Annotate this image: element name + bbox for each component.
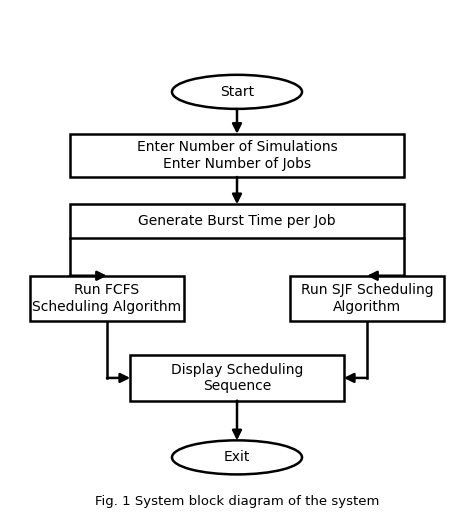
Text: Enter Number of Simulations
Enter Number of Jobs: Enter Number of Simulations Enter Number… bbox=[137, 140, 337, 170]
Text: Run SJF Scheduling
Algorithm: Run SJF Scheduling Algorithm bbox=[301, 283, 433, 314]
FancyBboxPatch shape bbox=[30, 276, 183, 321]
Text: Run FCFS
Scheduling Algorithm: Run FCFS Scheduling Algorithm bbox=[32, 283, 182, 314]
FancyBboxPatch shape bbox=[130, 355, 344, 400]
Text: Fig. 1 System block diagram of the system: Fig. 1 System block diagram of the syste… bbox=[95, 495, 379, 508]
Text: Exit: Exit bbox=[224, 450, 250, 464]
Ellipse shape bbox=[172, 440, 302, 474]
FancyBboxPatch shape bbox=[70, 204, 404, 238]
Ellipse shape bbox=[172, 75, 302, 109]
FancyBboxPatch shape bbox=[291, 276, 444, 321]
FancyBboxPatch shape bbox=[70, 134, 404, 177]
Text: Generate Burst Time per Job: Generate Burst Time per Job bbox=[138, 214, 336, 228]
Text: Start: Start bbox=[220, 85, 254, 99]
Text: Display Scheduling
Sequence: Display Scheduling Sequence bbox=[171, 363, 303, 393]
